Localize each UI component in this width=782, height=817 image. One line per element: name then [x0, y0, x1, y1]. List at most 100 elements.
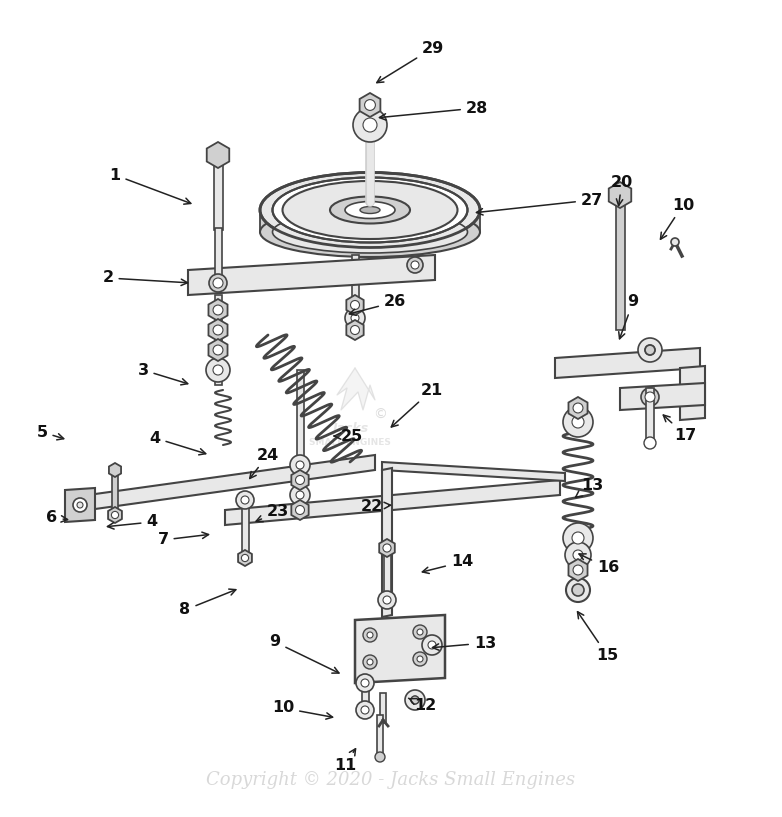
Text: Copyright © 2020 - Jacks Small Engines: Copyright © 2020 - Jacks Small Engines — [206, 771, 576, 789]
Text: 28: 28 — [379, 100, 488, 120]
Text: 4: 4 — [149, 431, 206, 455]
Polygon shape — [346, 295, 364, 315]
Polygon shape — [225, 480, 560, 525]
Circle shape — [209, 274, 227, 292]
Circle shape — [296, 491, 304, 499]
Ellipse shape — [330, 222, 410, 242]
Circle shape — [375, 752, 385, 762]
Circle shape — [363, 655, 377, 669]
Polygon shape — [382, 462, 565, 481]
Circle shape — [411, 696, 419, 704]
Polygon shape — [292, 470, 309, 490]
Circle shape — [638, 338, 662, 362]
Ellipse shape — [282, 181, 457, 239]
Text: 25: 25 — [335, 428, 363, 444]
Circle shape — [213, 278, 223, 288]
Text: 27: 27 — [476, 193, 603, 215]
Circle shape — [350, 325, 360, 334]
Circle shape — [363, 628, 377, 642]
Ellipse shape — [272, 177, 468, 243]
Text: 6: 6 — [46, 511, 67, 525]
Text: 2: 2 — [102, 270, 188, 286]
Text: 29: 29 — [377, 41, 444, 83]
Circle shape — [573, 403, 583, 413]
Circle shape — [563, 523, 593, 553]
Circle shape — [428, 641, 436, 649]
Circle shape — [206, 358, 230, 382]
Circle shape — [572, 416, 584, 428]
Circle shape — [565, 542, 591, 568]
Circle shape — [671, 238, 679, 246]
Circle shape — [417, 629, 423, 635]
Circle shape — [213, 325, 223, 335]
Text: 23: 23 — [256, 505, 289, 522]
Polygon shape — [346, 320, 364, 340]
Ellipse shape — [260, 207, 480, 257]
Polygon shape — [569, 397, 587, 419]
Bar — [377, 715, 383, 755]
Circle shape — [422, 635, 442, 655]
Circle shape — [644, 437, 656, 449]
Text: 10: 10 — [661, 198, 694, 239]
Polygon shape — [337, 368, 375, 410]
Circle shape — [363, 118, 377, 132]
Circle shape — [296, 506, 304, 515]
Text: 16: 16 — [579, 554, 619, 575]
Circle shape — [367, 659, 373, 665]
Polygon shape — [65, 488, 95, 522]
Ellipse shape — [360, 207, 380, 213]
Circle shape — [361, 706, 369, 714]
Text: 11: 11 — [334, 748, 356, 773]
Polygon shape — [109, 463, 121, 477]
Circle shape — [411, 261, 419, 269]
Circle shape — [351, 314, 359, 322]
Text: 8: 8 — [179, 589, 236, 618]
Circle shape — [573, 550, 583, 560]
Text: SMALL ENGINES: SMALL ENGINES — [309, 437, 391, 447]
Polygon shape — [292, 500, 309, 520]
Circle shape — [296, 461, 304, 469]
Circle shape — [213, 365, 223, 375]
Circle shape — [563, 407, 593, 437]
Text: 21: 21 — [391, 382, 443, 427]
Text: 1: 1 — [109, 167, 191, 204]
Polygon shape — [88, 455, 375, 510]
Circle shape — [77, 502, 83, 508]
Ellipse shape — [345, 202, 395, 218]
Circle shape — [73, 498, 87, 512]
Polygon shape — [569, 559, 587, 581]
Text: 15: 15 — [578, 612, 618, 663]
Polygon shape — [260, 215, 480, 232]
Ellipse shape — [330, 197, 410, 224]
Polygon shape — [555, 348, 700, 378]
Polygon shape — [108, 507, 122, 523]
Circle shape — [364, 100, 375, 110]
Circle shape — [572, 584, 584, 596]
Circle shape — [242, 555, 249, 561]
Circle shape — [367, 632, 373, 638]
Text: 22: 22 — [361, 498, 390, 514]
Bar — [351, 255, 358, 325]
Text: 12: 12 — [408, 699, 436, 713]
Circle shape — [236, 491, 254, 509]
Circle shape — [296, 475, 304, 484]
Bar — [112, 470, 118, 510]
Polygon shape — [382, 468, 392, 617]
Polygon shape — [209, 299, 228, 321]
Text: 3: 3 — [138, 363, 188, 385]
Text: 20: 20 — [611, 175, 633, 206]
Circle shape — [111, 511, 119, 519]
Circle shape — [645, 392, 655, 402]
Bar — [646, 387, 654, 443]
Circle shape — [411, 696, 419, 704]
Bar — [242, 502, 249, 557]
Circle shape — [641, 388, 659, 406]
Bar — [214, 295, 221, 385]
Circle shape — [383, 544, 391, 552]
Circle shape — [413, 625, 427, 639]
Text: 10: 10 — [272, 700, 332, 719]
Text: 5: 5 — [37, 425, 63, 440]
Ellipse shape — [272, 211, 468, 253]
Circle shape — [356, 701, 374, 719]
Circle shape — [350, 301, 360, 310]
